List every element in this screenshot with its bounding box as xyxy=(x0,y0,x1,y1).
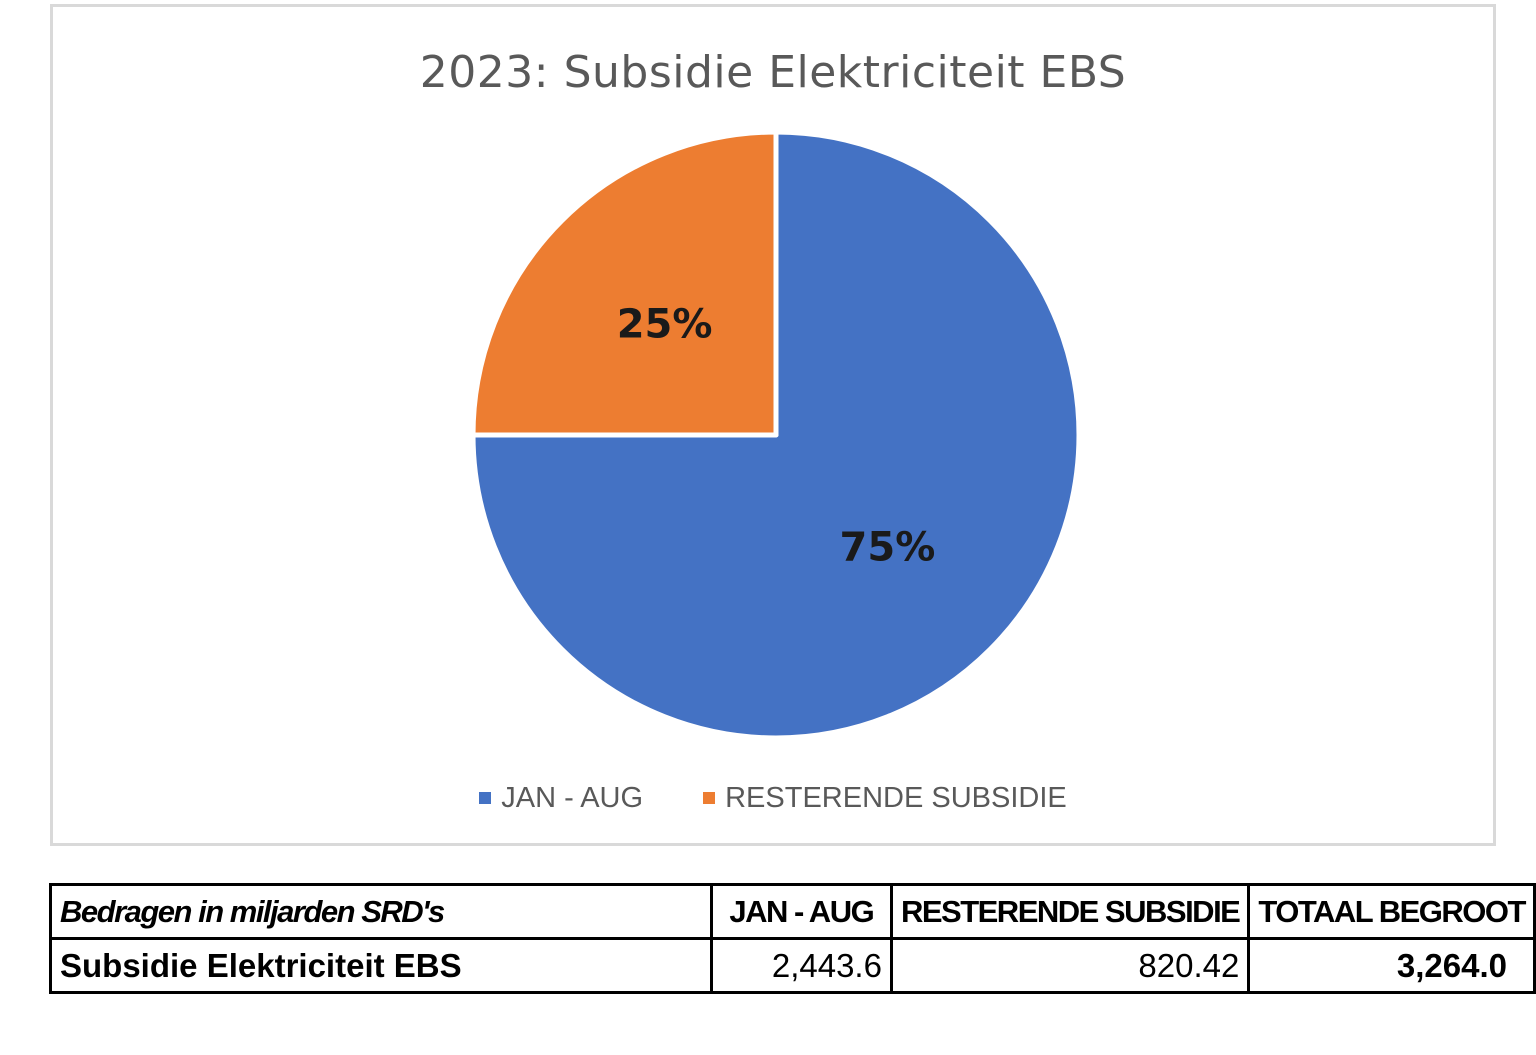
legend-label-resterende: RESTERENDE SUBSIDIE xyxy=(725,781,1067,814)
table-row: Subsidie Elektriciteit EBS 2,443.6 820.4… xyxy=(49,937,1536,994)
legend-item-jan-aug: JAN - AUG xyxy=(479,782,643,815)
chart-title: 2023: Subsidie Elektriciteit EBS xyxy=(419,47,1127,98)
header-resterende: RESTERENDE SUBSIDIE xyxy=(889,883,1251,940)
header-totaal: TOTAAL BEGROOT xyxy=(1247,883,1536,940)
pie-slice-resterende xyxy=(470,129,779,438)
chart-frame: 2023: Subsidie Elektriciteit EBS 75% 25% … xyxy=(50,4,1496,846)
legend-swatch-jan-aug xyxy=(479,792,492,804)
table-header-row: Bedragen in miljarden SRD's JAN - AUG RE… xyxy=(49,883,1536,940)
data-table: Bedragen in miljarden SRD's JAN - AUG RE… xyxy=(49,883,1536,994)
header-jan-aug: JAN - AUG xyxy=(709,883,893,940)
cell-jan-aug: 2,443.6 xyxy=(709,937,893,994)
pie-chart: 75% 25% xyxy=(470,129,1082,741)
chart-legend: JAN - AUG RESTERENDE SUBSIDIE xyxy=(53,779,1493,815)
legend-swatch-resterende xyxy=(703,792,716,804)
table-caption: Bedragen in miljarden SRD's xyxy=(49,883,713,940)
cell-totaal: 3,264.0 xyxy=(1247,937,1536,994)
slice-label-jan-aug: 75% xyxy=(840,524,936,570)
row-label: Subsidie Elektriciteit EBS xyxy=(49,937,713,994)
slice-label-resterende: 25% xyxy=(617,302,713,348)
legend-item-resterende: RESTERENDE SUBSIDIE xyxy=(703,782,1067,815)
cell-resterende: 820.42 xyxy=(889,937,1251,994)
legend-label-jan-aug: JAN - AUG xyxy=(501,781,644,814)
